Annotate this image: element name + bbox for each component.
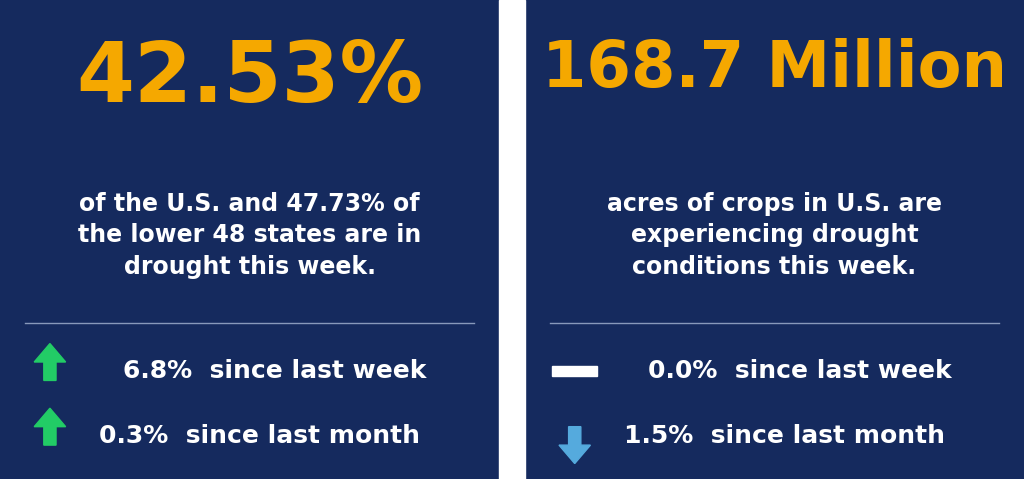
Text: 0.0%  since last week: 0.0% since last week	[647, 359, 951, 383]
Text: 1.5%  since last month: 1.5% since last month	[624, 424, 945, 448]
Text: 0.3%  since last month: 0.3% since last month	[99, 424, 420, 448]
Polygon shape	[559, 427, 591, 464]
Text: 42.53%: 42.53%	[76, 38, 423, 119]
Text: of the U.S. and 47.73% of
the lower 48 states are in
drought this week.: of the U.S. and 47.73% of the lower 48 s…	[78, 192, 421, 279]
Polygon shape	[34, 343, 66, 380]
FancyBboxPatch shape	[552, 366, 597, 376]
Polygon shape	[34, 408, 66, 445]
Text: 168.7 Million: 168.7 Million	[542, 38, 1007, 100]
Text: 6.8%  since last week: 6.8% since last week	[123, 359, 426, 383]
Text: acres of crops in U.S. are
experiencing drought
conditions this week.: acres of crops in U.S. are experiencing …	[607, 192, 942, 279]
